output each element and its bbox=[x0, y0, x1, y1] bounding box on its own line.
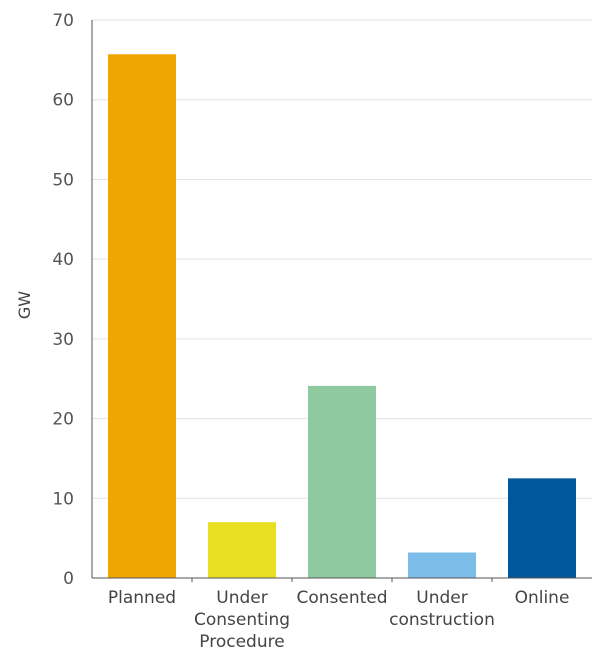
y-axis-title: GW bbox=[15, 291, 34, 319]
x-category-label: Planned bbox=[108, 588, 176, 608]
x-axis-ticks bbox=[191, 578, 493, 582]
y-tick-label: 20 bbox=[52, 410, 74, 430]
x-category-label: Under Consenting Procedure bbox=[194, 588, 290, 652]
y-tick-label: 50 bbox=[52, 170, 74, 190]
x-category-label: Under construction bbox=[389, 588, 495, 630]
y-tick-label: 40 bbox=[52, 250, 74, 270]
y-tick-label: 60 bbox=[52, 91, 74, 111]
bar bbox=[408, 552, 476, 578]
y-tick-label: 70 bbox=[52, 11, 74, 31]
y-tick-label: 10 bbox=[52, 489, 74, 509]
bars bbox=[108, 54, 576, 578]
bar bbox=[308, 385, 376, 578]
y-tick-label: 30 bbox=[52, 330, 74, 350]
y-axis-tick-labels: 0 10 20 30 40 50 60 70 bbox=[52, 11, 74, 589]
x-category-label: Consented bbox=[296, 588, 387, 608]
bar bbox=[508, 478, 576, 578]
x-category-label: Online bbox=[515, 588, 570, 608]
bar bbox=[108, 54, 176, 578]
x-axis-category-labels: Planned Under Consenting Procedure Consented… bbox=[108, 588, 570, 652]
y-tick-label: 0 bbox=[63, 569, 74, 589]
bar bbox=[208, 522, 276, 578]
